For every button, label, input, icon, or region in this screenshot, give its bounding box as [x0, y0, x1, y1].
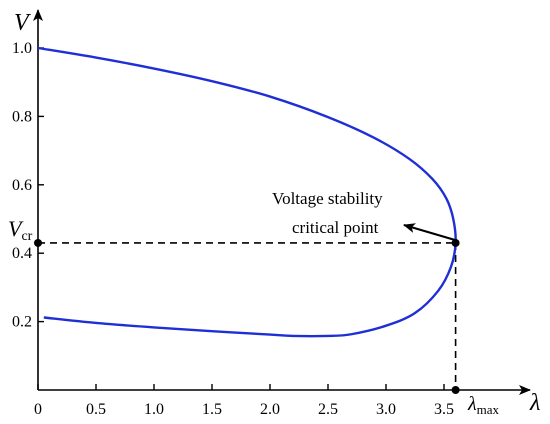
annotation-line-1: Voltage stability	[272, 189, 383, 208]
x-axis-label: λ	[529, 390, 540, 416]
annotation-line-2: critical point	[292, 218, 379, 237]
lambda-max-axis-dot	[451, 386, 460, 394]
pv-curve-line	[37, 46, 457, 338]
x-tick-label: 3.0	[376, 401, 396, 418]
y-tick-label: 0.6	[12, 177, 32, 194]
v-cr-label: Vcr	[8, 216, 33, 244]
critical-point-dot	[451, 238, 460, 247]
v-cr-main: V	[8, 216, 24, 241]
y-axis-label: V	[14, 10, 31, 36]
y-tick-label: 0.2	[12, 314, 32, 331]
lambda-max-main: λ	[467, 393, 477, 415]
x-tick-label: 3.5	[434, 401, 454, 418]
critical-guides	[38, 242, 457, 390]
curves	[37, 46, 457, 338]
x-tick-label: 1.5	[202, 401, 222, 418]
x-tick-label: 1.0	[144, 401, 164, 418]
annotation-arrow	[403, 223, 456, 242]
y-tick-label: 0.8	[12, 108, 32, 125]
x-tick-label: 0.5	[86, 401, 106, 418]
ticks: 0 0.5 1.0 1.5 2.0 2.5 3.0 3.5 0.2 0.4 0.6 0.8 1.0	[12, 40, 454, 418]
lambda-max-label: λmax	[467, 393, 500, 417]
axes	[33, 9, 531, 395]
v-cr-axis-dot	[34, 238, 42, 247]
x-tick-label: 2.5	[318, 401, 338, 418]
x-tick-label: 0	[34, 401, 42, 418]
lambda-max-sub: max	[477, 402, 500, 417]
y-tick-label: 0.4	[12, 245, 32, 262]
x-tick-label: 2.0	[260, 401, 280, 418]
markers	[34, 238, 460, 394]
v-cr-sub: cr	[21, 229, 32, 244]
y-tick-label: 1.0	[12, 40, 32, 57]
